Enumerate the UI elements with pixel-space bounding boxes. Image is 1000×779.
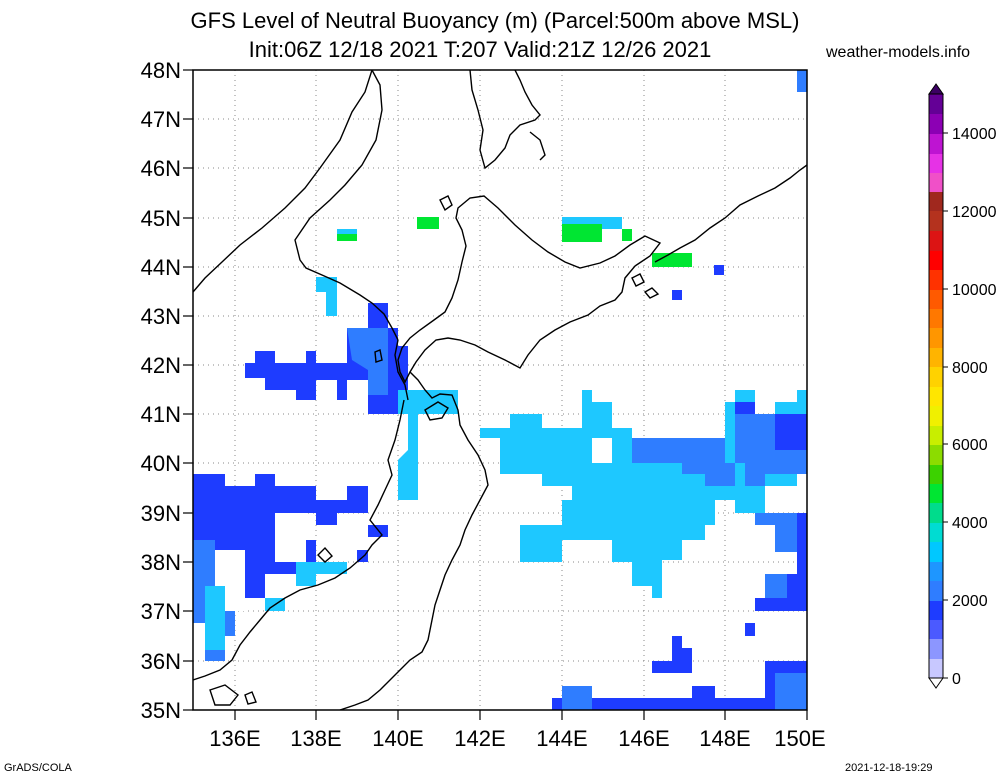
lon-axis	[234, 710, 808, 720]
lon-label: 136E	[209, 726, 260, 751]
buoyancy-field	[193, 70, 807, 710]
colorbar-label: 14000	[952, 126, 997, 143]
lat-label: 39N	[141, 501, 181, 526]
colorbar-label: 6000	[952, 437, 988, 454]
colorbar-label: 12000	[952, 204, 997, 221]
footer-right: 2021-12-18-19:29	[845, 762, 933, 774]
map-frame	[192, 69, 808, 711]
lon-label: 146E	[618, 726, 669, 751]
lon-label: 140E	[372, 726, 423, 751]
colorbar-label: 0	[952, 671, 961, 688]
lat-label: 48N	[141, 58, 181, 83]
lat-label: 46N	[141, 156, 181, 181]
title-line-2: Init:06Z 12/18 2021 T:207 Valid:21Z 12/2…	[248, 37, 712, 62]
colorbar-ticks	[943, 132, 948, 679]
lat-label: 38N	[141, 550, 181, 575]
lat-label: 45N	[141, 206, 181, 231]
lon-label: 142E	[454, 726, 505, 751]
lat-label: 44N	[141, 255, 181, 280]
lon-label: 144E	[536, 726, 587, 751]
lon-label: 138E	[290, 726, 341, 751]
lon-label: 148E	[699, 726, 750, 751]
title-line-1: GFS Level of Neutral Buoyancy (m) (Parce…	[190, 8, 800, 33]
colorbar-label: 2000	[952, 593, 988, 610]
colorbar-label: 10000	[952, 282, 997, 299]
lat-label: 42N	[141, 353, 181, 378]
colorbar-label: 4000	[952, 515, 988, 532]
lat-label: 47N	[141, 107, 181, 132]
colorbar-label: 8000	[952, 360, 988, 377]
lat-label: 36N	[141, 649, 181, 674]
lat-label: 40N	[141, 451, 181, 476]
colorbar	[928, 83, 944, 689]
lat-label: 37N	[141, 599, 181, 624]
lat-label: 43N	[141, 304, 181, 329]
lat-label: 41N	[141, 402, 181, 427]
lon-label: 150E	[774, 726, 825, 751]
site-label: weather-models.info	[826, 44, 971, 61]
coastlines	[193, 70, 807, 710]
lat-axis	[183, 69, 193, 711]
lat-label: 35N	[141, 698, 181, 723]
footer-left: GrADS/COLA	[4, 762, 72, 774]
